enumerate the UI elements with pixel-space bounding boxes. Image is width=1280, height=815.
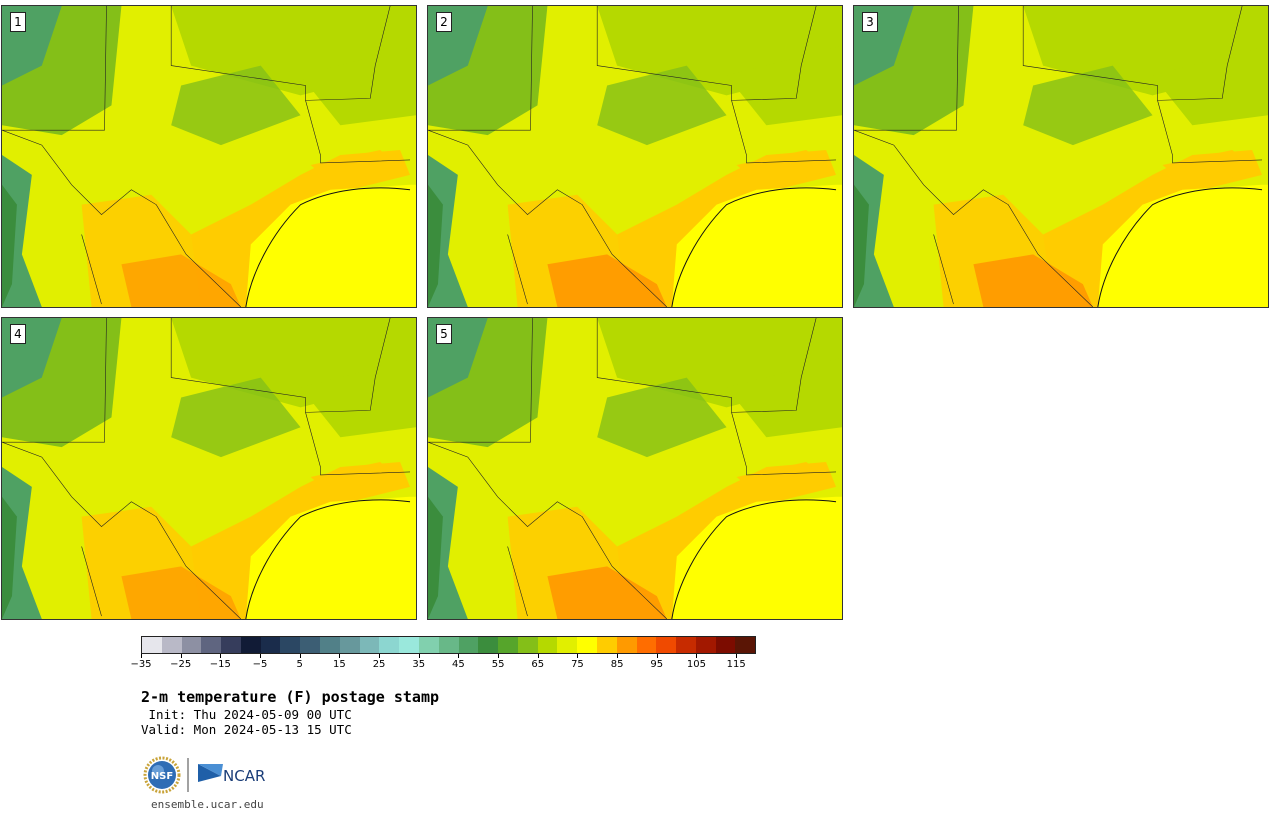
colorbar-segment (300, 637, 321, 653)
colorbar-tick (696, 654, 698, 658)
temperature-map (428, 318, 842, 619)
temperature-map (2, 6, 416, 307)
colorbar-segment (676, 637, 696, 653)
colorbar-segment (458, 637, 479, 653)
member-number-label: 2 (436, 12, 452, 32)
colorbar-tick-label: 15 (333, 659, 346, 670)
colorbar-tick-label: 5 (296, 659, 303, 670)
colorbar-tick-label: −35 (130, 659, 152, 670)
colorbar-segment (142, 637, 162, 653)
colorbar-segment (577, 637, 597, 653)
colorbar-segment (359, 637, 380, 653)
ensemble-member-panel-4: 4 (1, 317, 417, 620)
colorbar-tick-label: −25 (170, 659, 192, 670)
colorbar-segment (537, 637, 558, 653)
sponsor-logos: NSF NCAR (143, 756, 278, 796)
colorbar-segment (478, 637, 499, 653)
init-time: Init: Thu 2024-05-09 00 UTC (141, 707, 352, 722)
ensemble-member-panel-2: 2 (427, 5, 843, 308)
temperature-colorbar (141, 636, 756, 654)
valid-time: Valid: Mon 2024-05-13 15 UTC (141, 722, 352, 737)
member-number-label: 3 (862, 12, 878, 32)
colorbar-segment (379, 637, 400, 653)
colorbar-segment (517, 637, 538, 653)
colorbar-segment (260, 637, 281, 653)
colorbar-tick (458, 654, 460, 658)
colorbar-tick-label: 105 (686, 659, 707, 670)
ensemble-member-panel-1: 1 (1, 5, 417, 308)
member-number-label: 1 (10, 12, 26, 32)
colorbar-tick-label: 45 (452, 659, 465, 670)
colorbar-tick (736, 654, 738, 658)
colorbar-segment (161, 637, 182, 653)
colorbar-tick (260, 654, 262, 658)
colorbar-tick (379, 654, 381, 658)
colorbar-segment (636, 637, 657, 653)
colorbar-tick-label: 115 (726, 659, 746, 670)
colorbar-tick (141, 654, 142, 658)
colorbar-tick (617, 654, 619, 658)
colorbar-tick (180, 654, 182, 658)
colorbar-tick (299, 654, 301, 658)
footer-url: ensemble.ucar.edu (151, 798, 264, 811)
colorbar-tick-label: 95 (650, 659, 664, 670)
ensemble-member-panel-3: 3 (853, 5, 1269, 308)
colorbar-segment (557, 637, 578, 653)
colorbar-tick-label: 25 (372, 659, 386, 670)
colorbar-segment (735, 637, 756, 653)
colorbar-segment (715, 637, 736, 653)
temperature-map (2, 318, 416, 619)
colorbar-segment (280, 637, 301, 653)
ncar-logo-text: NCAR (223, 767, 265, 785)
colorbar-segment (201, 637, 222, 653)
member-number-label: 5 (436, 324, 452, 344)
colorbar-tick-label: 55 (491, 659, 505, 670)
member-number-label: 4 (10, 324, 26, 344)
colorbar-tick-label: −15 (209, 659, 231, 670)
colorbar-segment (181, 637, 202, 653)
colorbar-tick (498, 654, 500, 658)
colorbar-tick-label: 85 (610, 659, 624, 670)
colorbar-tick (656, 654, 658, 658)
ncar-logo-icon: NCAR (198, 764, 265, 785)
colorbar-segment (320, 637, 340, 653)
colorbar-segment (399, 637, 419, 653)
colorbar-segment (240, 637, 261, 653)
colorbar-tick-labels: −35 −25 −15 −5 5 15 25 35 45 55 65 75 85 95 105 115 (130, 654, 756, 674)
temperature-map (854, 6, 1268, 307)
colorbar-tick-label: 75 (571, 659, 584, 670)
colorbar-segment (596, 637, 617, 653)
colorbar-tick-label: −5 (252, 659, 268, 670)
temperature-map (428, 6, 842, 307)
colorbar-tick (220, 654, 222, 658)
colorbar-segment (438, 637, 459, 653)
colorbar-segment (656, 637, 677, 653)
colorbar-segment (695, 637, 716, 653)
colorbar-segment (616, 637, 637, 653)
colorbar-tick (339, 654, 341, 658)
colorbar-segment (221, 637, 241, 653)
ensemble-member-panel-5: 5 (427, 317, 843, 620)
colorbar-segment (339, 637, 360, 653)
product-title: 2-m temperature (F) postage stamp (141, 688, 440, 706)
colorbar-tick (418, 654, 420, 658)
colorbar-tick (577, 654, 579, 658)
colorbar-tick-label: 35 (412, 659, 426, 670)
colorbar-segment (418, 637, 439, 653)
colorbar-tick-label: 65 (531, 659, 545, 670)
nsf-logo-icon: NSF (143, 756, 181, 794)
colorbar-segment (498, 637, 518, 653)
colorbar-tick (537, 654, 539, 658)
nsf-logo-text: NSF (151, 771, 173, 782)
